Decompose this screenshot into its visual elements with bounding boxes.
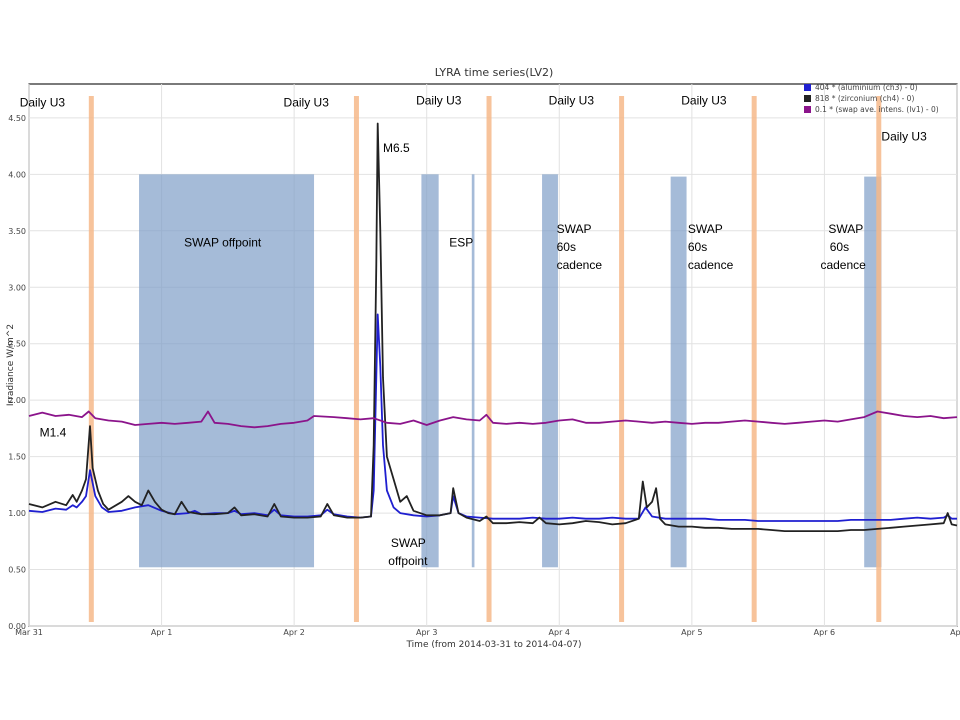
legend-swatch-1 <box>804 95 811 102</box>
annotation-label: cadence <box>820 258 866 272</box>
annotation-label: M6.5 <box>383 141 410 155</box>
annotation-label: Daily U3 <box>416 93 462 107</box>
y-tick-label: 2.00 <box>8 396 26 405</box>
y-tick-label: 3.50 <box>8 227 26 236</box>
annotation-label: Daily U3 <box>549 93 595 107</box>
x-tick-label: Apr 1 <box>151 628 172 637</box>
annotation-label: SWAP offpoint <box>184 236 262 250</box>
annotation-label: offpoint <box>388 554 428 568</box>
axis-ticks: 0.00 0.50 1.00 1.50 2.00 2.50 3.00 3.50 4.00 4.50… <box>8 114 960 637</box>
annotation-label: Daily U3 <box>20 96 66 110</box>
annotation-label: 60s <box>557 240 576 254</box>
shaded-region-0 <box>139 174 315 568</box>
legend-entry-2: 0.1 * (swap ave. intens. (lv1) - 0) <box>815 105 939 114</box>
annotation-label: M1.4 <box>40 425 67 439</box>
series-line-2 <box>28 410 958 429</box>
shaded-region-1 <box>421 174 439 568</box>
daily-u3-bands <box>88 96 882 622</box>
annotation-label: SWAP <box>391 536 426 550</box>
legend: 404 * (aluminium (ch3) - 0) 818 * (zircon… <box>804 83 939 114</box>
chart-title: LYRA time series(LV2) <box>435 66 554 79</box>
daily-u3-band-4 <box>751 96 757 622</box>
annotations: Daily U3 Daily U3 Daily U3 Daily U3 Daily U3… <box>20 93 927 568</box>
legend-entry-0: 404 * (aluminium (ch3) - 0) <box>815 83 918 92</box>
y-tick-label: 4.50 <box>8 114 26 123</box>
annotation-label: SWAP <box>557 222 592 236</box>
y-tick-label: 4.00 <box>8 170 26 179</box>
series-line-1 <box>28 122 958 532</box>
daily-u3-band-2 <box>486 96 492 622</box>
y-tick-label: 0.50 <box>8 566 26 575</box>
y-axis-title: Irradiance W/m^2 <box>6 324 16 406</box>
x-tick-label: Apr 3 <box>416 628 437 637</box>
annotation-label: Daily U3 <box>881 129 927 143</box>
annotation-label: SWAP <box>828 222 863 236</box>
y-tick-label: 1.00 <box>8 509 26 518</box>
annotation-label: 60s <box>688 240 707 254</box>
daily-u3-band-0 <box>88 96 94 622</box>
data-series <box>28 122 958 532</box>
annotation-label: Daily U3 <box>284 96 330 110</box>
x-axis-title: Time (from 2014-03-31 to 2014-04-07) <box>405 640 581 650</box>
shaded-region-2 <box>471 174 475 568</box>
annotation-label: 60s <box>830 240 849 254</box>
shaded-region-3 <box>542 174 558 568</box>
legend-swatch-0 <box>804 84 811 91</box>
daily-u3-band-1 <box>353 96 359 622</box>
daily-u3-band-5 <box>876 96 882 622</box>
annotation-label: Daily U3 <box>681 93 727 107</box>
legend-swatch-2 <box>804 106 811 113</box>
annotation-label: cadence <box>557 258 603 272</box>
x-tick-label: Apr 6 <box>814 628 835 637</box>
legend-entry-1: 818 * (zirconium (ch4) - 0) <box>815 94 914 103</box>
x-tick-label: Apr 2 <box>283 628 304 637</box>
annotation-label: cadence <box>688 258 734 272</box>
y-tick-label: 1.50 <box>8 453 26 462</box>
y-tick-label: 3.00 <box>8 283 26 292</box>
annotation-label: ESP <box>449 236 473 250</box>
x-tick-label: Apr 5 <box>681 628 702 637</box>
x-tick-label: Apr 4 <box>549 628 570 637</box>
annotation-label: SWAP <box>688 222 723 236</box>
y-tick-label: 2.50 <box>8 340 26 349</box>
daily-u3-band-3 <box>619 96 625 622</box>
series-line-0 <box>28 313 957 522</box>
swap-shaded-regions <box>139 174 882 568</box>
x-tick-label: Mar 31 <box>15 628 43 637</box>
x-tick-label: Apr <box>950 628 960 637</box>
y-tick-label: 0.00 <box>8 622 26 631</box>
shaded-region-4 <box>670 176 687 568</box>
